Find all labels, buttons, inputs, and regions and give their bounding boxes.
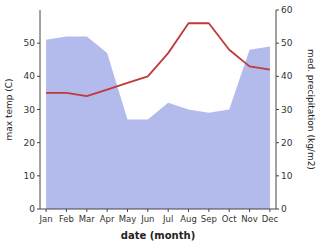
x-tick [86,209,87,212]
y-tick [37,209,40,210]
y-tick-label: 10 [24,171,36,181]
y2-tick [276,43,279,44]
y2-tick [276,109,279,110]
x-tick-label: Oct [222,214,237,224]
y-tick-label: 40 [24,71,36,81]
y-tick [37,76,40,77]
x-tick [46,209,47,212]
x-tick [147,209,148,212]
y-tick-label: 30 [24,105,36,115]
x-tick-label: Nov [241,214,258,224]
x-tick-label: Jan [39,214,53,224]
y2-tick [276,209,279,210]
x-tick [188,209,189,212]
x-tick [127,209,128,212]
x-tick-label: Feb [59,214,74,224]
y-tick [37,109,40,110]
x-tick-label: Apr [100,214,115,224]
y-tick-label: 50 [24,38,36,48]
y2-tick-label: 10 [281,171,293,181]
x-tick-label: Dec [262,214,279,224]
y2-tick-label: 30 [281,105,293,115]
y2-tick-label: 20 [281,138,293,148]
y2-tick-label: 40 [281,71,293,81]
y2-tick [276,76,279,77]
y2-tick [276,142,279,143]
x-tick [269,209,270,212]
precipitation-area [46,37,270,209]
chart-svg: 010203040500102030405060JanFebMarAprMayJ… [0,0,318,247]
x-tick [249,209,250,212]
y2-tick-label: 0 [281,204,287,214]
chart: 010203040500102030405060JanFebMarAprMayJ… [0,0,318,247]
x-tick-label: Jul [162,214,173,224]
y2-tick-label: 60 [281,5,293,15]
x-tick-label: Aug [180,214,197,224]
y-tick-label: 0 [29,204,35,214]
x-axis-title: date (month) [121,230,195,241]
plot-area [46,23,270,209]
y2-tick-label: 50 [281,38,293,48]
x-tick [229,209,230,212]
x-tick [168,209,169,212]
y2-tick [276,10,279,11]
temperature-line [46,23,270,96]
x-tick-label: Sep [201,214,217,224]
y-tick [37,175,40,176]
y-tick [37,43,40,44]
x-tick [208,209,209,212]
x-tick [107,209,108,212]
x-tick-label: May [119,214,137,224]
y-tick [37,142,40,143]
x-tick-label: Jun [140,214,154,224]
y2-axis-title: med. precipitation (kg/m2) [306,49,316,170]
y-axis-title: max temp (C) [4,78,14,140]
y-tick-label: 20 [24,138,36,148]
x-tick [66,209,67,212]
x-axis-line [40,209,276,210]
x-tick-label: Mar [79,214,96,224]
background [0,0,318,247]
y2-tick [276,175,279,176]
